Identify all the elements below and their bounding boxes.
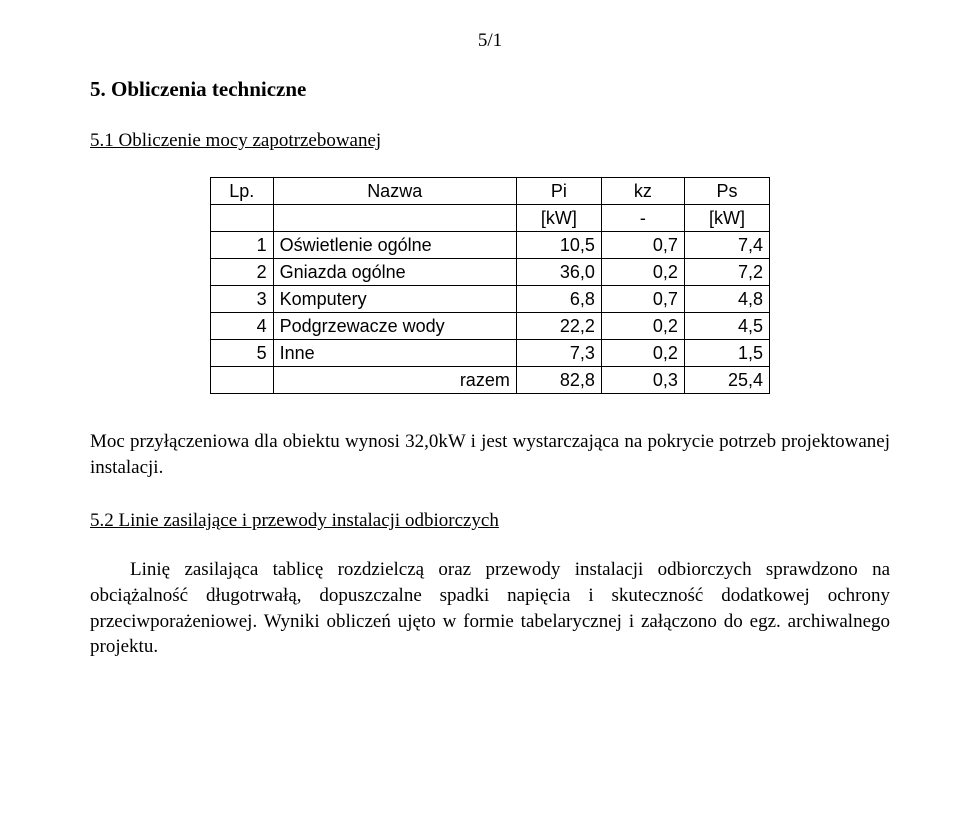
cell-kz: 0,7 xyxy=(601,286,684,313)
table-header-row: Lp. Nazwa Pi kz Ps xyxy=(211,178,770,205)
table-row: 5 Inne 7,3 0,2 1,5 xyxy=(211,340,770,367)
cell-name: Gniazda ogólne xyxy=(273,259,516,286)
unit-name xyxy=(273,205,516,232)
col-header-name: Nazwa xyxy=(273,178,516,205)
total-lp xyxy=(211,367,274,394)
table-row: 3 Komputery 6,8 0,7 4,8 xyxy=(211,286,770,313)
section-title: 5. Obliczenia techniczne xyxy=(90,77,890,102)
col-header-kz: kz xyxy=(601,178,684,205)
paragraph-power: Moc przyłączeniowa dla obiektu wynosi 32… xyxy=(90,429,890,480)
cell-lp: 4 xyxy=(211,313,274,340)
col-header-pi: Pi xyxy=(516,178,601,205)
unit-pi: [kW] xyxy=(516,205,601,232)
cell-kz: 0,7 xyxy=(601,232,684,259)
unit-kz: - xyxy=(601,205,684,232)
total-kz: 0,3 xyxy=(601,367,684,394)
unit-lp xyxy=(211,205,274,232)
subsection-5-2: 5.2 Linie zasilające i przewody instalac… xyxy=(90,510,890,532)
cell-kz: 0,2 xyxy=(601,340,684,367)
table-row: 1 Oświetlenie ogólne 10,5 0,7 7,4 xyxy=(211,232,770,259)
total-pi: 82,8 xyxy=(516,367,601,394)
cell-name: Inne xyxy=(273,340,516,367)
power-demand-table: Lp. Nazwa Pi kz Ps [kW] - [kW] 1 Oświetl… xyxy=(210,177,770,394)
table-row: 4 Podgrzewacze wody 22,2 0,2 4,5 xyxy=(211,313,770,340)
cell-lp: 1 xyxy=(211,232,274,259)
cell-lp: 5 xyxy=(211,340,274,367)
unit-ps: [kW] xyxy=(684,205,769,232)
table-total-row: razem 82,8 0,3 25,4 xyxy=(211,367,770,394)
cell-pi: 6,8 xyxy=(516,286,601,313)
cell-ps: 4,5 xyxy=(684,313,769,340)
col-header-ps: Ps xyxy=(684,178,769,205)
cell-pi: 7,3 xyxy=(516,340,601,367)
cell-pi: 36,0 xyxy=(516,259,601,286)
subsection-5-1: 5.1 Obliczenie mocy zapotrzebowanej xyxy=(90,130,890,152)
cell-name: Podgrzewacze wody xyxy=(273,313,516,340)
cell-ps: 7,4 xyxy=(684,232,769,259)
document-page: 5/1 5. Obliczenia techniczne 5.1 Oblicze… xyxy=(0,0,960,730)
cell-kz: 0,2 xyxy=(601,259,684,286)
cell-lp: 2 xyxy=(211,259,274,286)
cell-ps: 4,8 xyxy=(684,286,769,313)
total-ps: 25,4 xyxy=(684,367,769,394)
cell-pi: 22,2 xyxy=(516,313,601,340)
page-number: 5/1 xyxy=(90,30,890,52)
cell-pi: 10,5 xyxy=(516,232,601,259)
cell-ps: 1,5 xyxy=(684,340,769,367)
col-header-lp: Lp. xyxy=(211,178,274,205)
cell-ps: 7,2 xyxy=(684,259,769,286)
cell-lp: 3 xyxy=(211,286,274,313)
cell-name: Komputery xyxy=(273,286,516,313)
table-unit-row: [kW] - [kW] xyxy=(211,205,770,232)
table-row: 2 Gniazda ogólne 36,0 0,2 7,2 xyxy=(211,259,770,286)
cell-name: Oświetlenie ogólne xyxy=(273,232,516,259)
paragraph-lines: Linię zasilająca tablicę rozdzielczą ora… xyxy=(90,557,890,660)
cell-kz: 0,2 xyxy=(601,313,684,340)
total-name: razem xyxy=(273,367,516,394)
